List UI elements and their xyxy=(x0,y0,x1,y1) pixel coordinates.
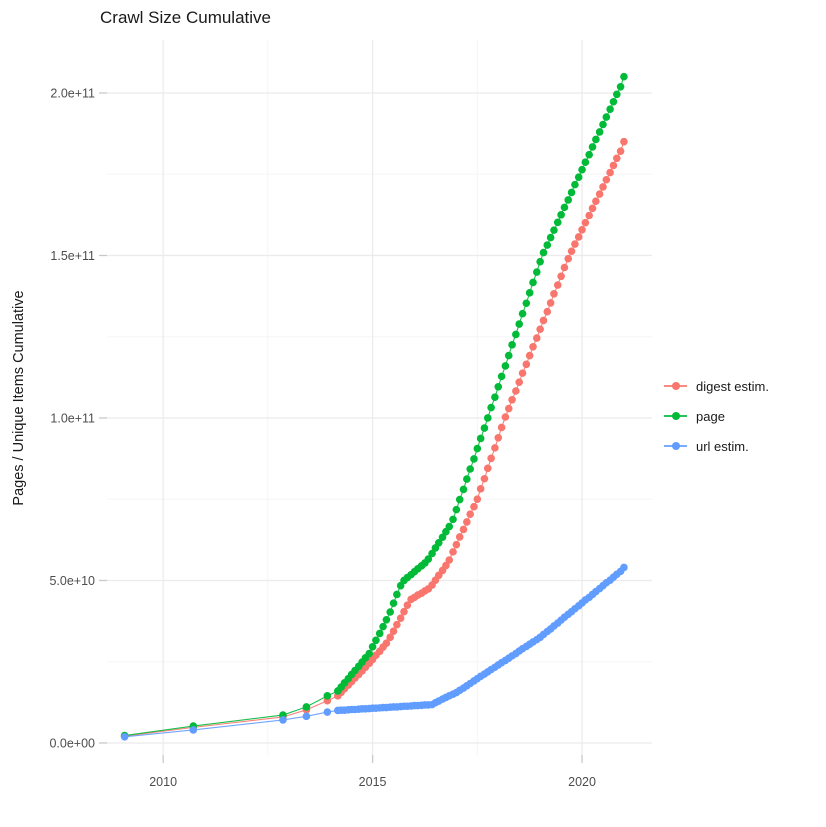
svg-text:1.0e+11: 1.0e+11 xyxy=(50,411,95,425)
chart-title: Crawl Size Cumulative xyxy=(100,8,271,27)
legend-key-dot xyxy=(671,412,680,420)
svg-text:2.0e+11: 2.0e+11 xyxy=(50,86,95,100)
legend-label: page xyxy=(696,408,725,424)
svg-text:2020: 2020 xyxy=(568,775,596,789)
svg-text:2010: 2010 xyxy=(149,775,177,789)
svg-text:5.0e+10: 5.0e+10 xyxy=(49,574,95,588)
legend-label: digest estim. xyxy=(696,378,769,394)
legend-item-digest-estim: digest estim. xyxy=(664,377,769,395)
legend-key-dot xyxy=(671,382,680,390)
legend-label: url estim. xyxy=(696,438,749,454)
legend-key-icon xyxy=(664,379,687,393)
svg-text:0.0e+00: 0.0e+00 xyxy=(49,736,95,750)
legend-key-icon xyxy=(664,409,687,423)
legend: digest estim. page url estim. xyxy=(664,377,769,467)
svg-text:1.5e+11: 1.5e+11 xyxy=(50,249,95,263)
y-axis-title: Pages / Unique Items Cumulative xyxy=(11,290,27,506)
legend-item-url-estim: url estim. xyxy=(664,437,769,455)
legend-key-icon xyxy=(664,439,687,453)
legend-item-page: page xyxy=(664,407,769,425)
legend-key-dot xyxy=(671,442,680,450)
svg-text:2015: 2015 xyxy=(359,775,387,789)
